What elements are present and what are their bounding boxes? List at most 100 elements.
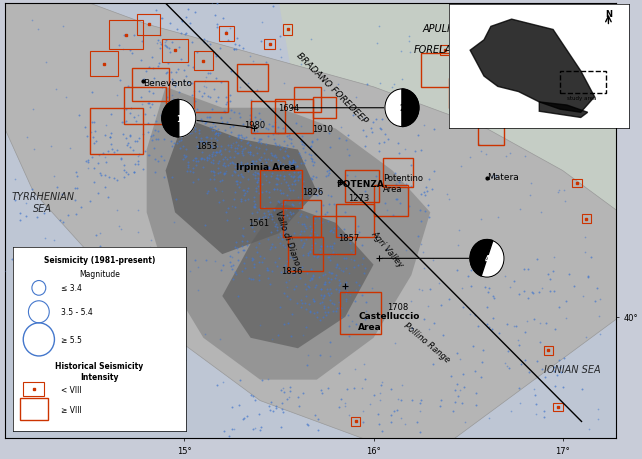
Point: [203, 0, 213, 4]
Point: [305, 308, 315, 315]
Point: [330, 274, 340, 282]
Point: [340, 137, 351, 145]
Point: [295, 174, 306, 181]
Point: [385, 114, 395, 121]
Point: [232, 178, 242, 185]
Point: [526, 180, 536, 187]
Point: [256, 39, 266, 46]
Point: [221, 99, 232, 106]
Point: [164, 126, 175, 133]
Point: [500, 273, 510, 280]
Point: [232, 135, 243, 142]
Point: [254, 322, 265, 329]
Point: [374, 140, 385, 147]
Point: [294, 150, 304, 157]
Point: [169, 219, 179, 226]
Point: [322, 168, 332, 175]
Point: [302, 422, 313, 429]
Text: TYRRHENIAN
SEA: TYRRHENIAN SEA: [11, 192, 74, 213]
Point: [340, 208, 350, 216]
Point: [316, 243, 326, 250]
Point: [164, 114, 174, 122]
Point: [254, 139, 264, 146]
Point: [0, 268, 9, 275]
Point: [299, 281, 309, 288]
Point: [240, 146, 250, 153]
Point: [279, 80, 289, 88]
Point: [318, 272, 328, 280]
Point: [317, 292, 327, 299]
Point: [270, 140, 280, 147]
Point: [230, 161, 240, 168]
Point: [272, 226, 282, 234]
Point: [318, 295, 328, 302]
Point: [139, 76, 149, 84]
Point: [257, 377, 268, 384]
Point: [209, 51, 220, 58]
Circle shape: [162, 100, 196, 138]
Point: [170, 84, 180, 91]
Point: [191, 157, 201, 165]
Point: [295, 154, 306, 162]
Point: [146, 54, 157, 62]
Point: [400, 420, 410, 428]
Point: [245, 53, 255, 61]
Point: [112, 177, 122, 184]
Point: [358, 418, 368, 425]
Point: [93, 190, 103, 198]
Point: [316, 189, 326, 196]
Point: [273, 142, 284, 150]
Point: [160, 108, 171, 115]
Point: [273, 163, 283, 171]
Point: [379, 131, 390, 139]
Point: [211, 54, 221, 61]
Point: [545, 276, 555, 283]
Point: [336, 124, 346, 132]
Point: [49, 173, 59, 180]
Point: [272, 224, 282, 231]
Point: [415, 399, 425, 407]
Point: [249, 261, 259, 269]
Point: [458, 304, 468, 311]
Point: [282, 191, 293, 199]
Point: [293, 268, 304, 275]
Point: [541, 320, 551, 327]
Point: [130, 118, 141, 126]
Point: [455, 227, 465, 235]
Point: [259, 209, 269, 217]
Point: [237, 134, 247, 141]
Point: [239, 259, 250, 267]
Point: [205, 42, 215, 49]
Point: [414, 285, 424, 293]
Point: [377, 378, 387, 386]
Point: [340, 285, 350, 292]
Point: [266, 244, 276, 252]
Point: [220, 154, 230, 162]
Point: [282, 283, 292, 291]
Point: [293, 168, 304, 176]
Point: [284, 132, 294, 139]
Point: [341, 279, 351, 286]
Point: [14, 217, 24, 224]
Point: [40, 59, 51, 67]
Point: [291, 446, 302, 453]
Point: [342, 146, 352, 153]
Point: [591, 297, 601, 304]
Point: [263, 133, 273, 140]
Polygon shape: [0, 4, 620, 442]
Point: [284, 158, 294, 166]
Point: [39, 210, 49, 218]
Point: [327, 251, 338, 258]
Point: [296, 160, 306, 167]
Point: [317, 219, 327, 226]
Point: [171, 140, 182, 147]
Point: [126, 105, 136, 112]
Point: [489, 294, 499, 302]
Point: [501, 123, 511, 130]
Point: [255, 426, 265, 434]
Point: [227, 276, 238, 283]
Point: [470, 311, 480, 319]
Point: [319, 302, 329, 310]
Point: [252, 249, 262, 257]
Point: [157, 118, 167, 125]
